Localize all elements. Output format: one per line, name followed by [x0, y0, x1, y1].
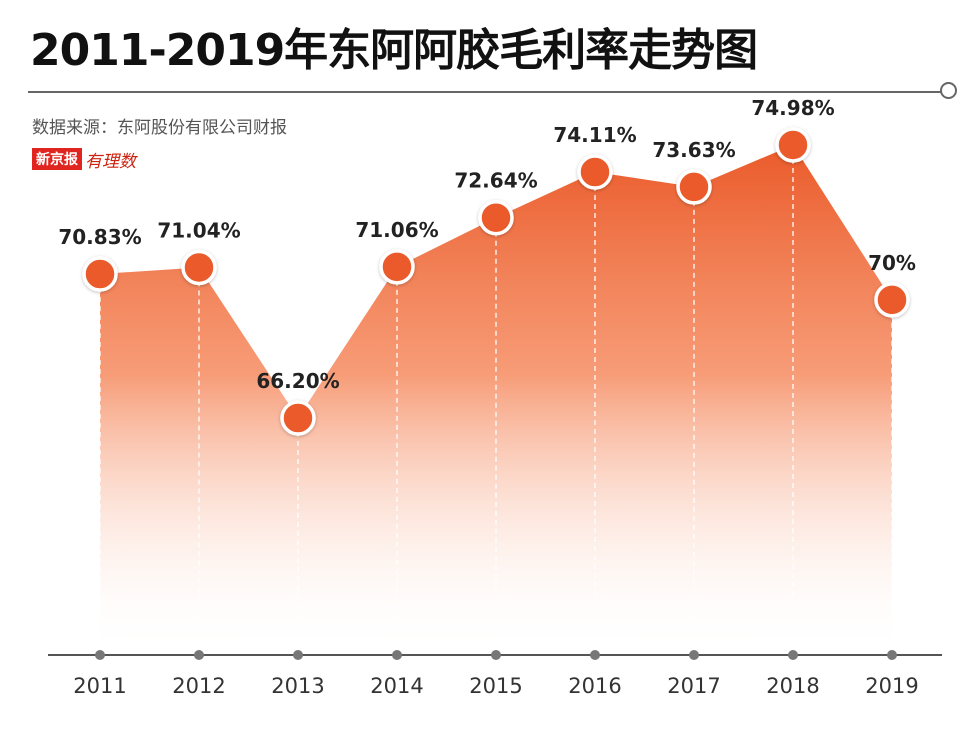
x-tick-label-2016: 2016 — [568, 674, 621, 698]
data-label-2017: 73.63% — [652, 138, 735, 162]
data-label-2015: 72.64% — [454, 169, 537, 193]
data-point-2017 — [676, 169, 712, 205]
axis-tick-dot-2018 — [788, 650, 798, 660]
logo-script: 有理数 — [85, 151, 136, 172]
x-tick-label-2011: 2011 — [73, 674, 126, 698]
axis-tick-dot-2013 — [293, 650, 303, 660]
data-point-2014 — [379, 249, 415, 285]
x-tick-label-2013: 2013 — [271, 674, 324, 698]
data-point-2019 — [874, 282, 910, 318]
axis-tick-dot-2016 — [590, 650, 600, 660]
x-tick-label-2015: 2015 — [469, 674, 522, 698]
data-point-2018 — [775, 127, 811, 163]
data-point-2015 — [478, 199, 514, 236]
data-label-2012: 71.04% — [157, 218, 240, 242]
data-point-2012 — [181, 249, 217, 286]
title-divider-end-circle — [940, 82, 957, 99]
data-point-2011 — [82, 256, 118, 292]
publisher-logo: 新京报 有理数 — [32, 148, 136, 172]
axis-tick-dot-2011 — [95, 650, 105, 660]
data-label-2018: 74.98% — [751, 96, 834, 120]
x-tick-label-2017: 2017 — [667, 674, 720, 698]
axis-tick-dot-2015 — [491, 650, 501, 660]
axis-tick-dot-2012 — [194, 650, 204, 660]
data-source: 数据来源：东阿股份有限公司财报 — [32, 118, 287, 138]
x-tick-label-2018: 2018 — [766, 674, 819, 698]
data-label-2016: 74.11% — [553, 123, 636, 147]
axis-tick-dot-2017 — [689, 650, 699, 660]
title-divider — [28, 91, 942, 93]
data-label-2011: 70.83% — [58, 225, 141, 249]
chart-title: 2011-2019年东阿阿胶毛利率走势图 — [30, 25, 758, 76]
x-tick-label-2014: 2014 — [370, 674, 423, 698]
data-label-2014: 71.06% — [355, 218, 438, 242]
data-point-2013 — [280, 400, 316, 436]
data-label-2019: 70% — [868, 251, 916, 275]
data-label-2013: 66.20% — [256, 369, 339, 393]
x-tick-label-2012: 2012 — [172, 674, 225, 698]
x-tick-label-2019: 2019 — [865, 674, 918, 698]
data-point-2016 — [577, 154, 613, 190]
axis-tick-dot-2019 — [887, 650, 897, 660]
logo-text: 新京报 — [32, 148, 82, 170]
axis-tick-dot-2014 — [392, 650, 402, 660]
